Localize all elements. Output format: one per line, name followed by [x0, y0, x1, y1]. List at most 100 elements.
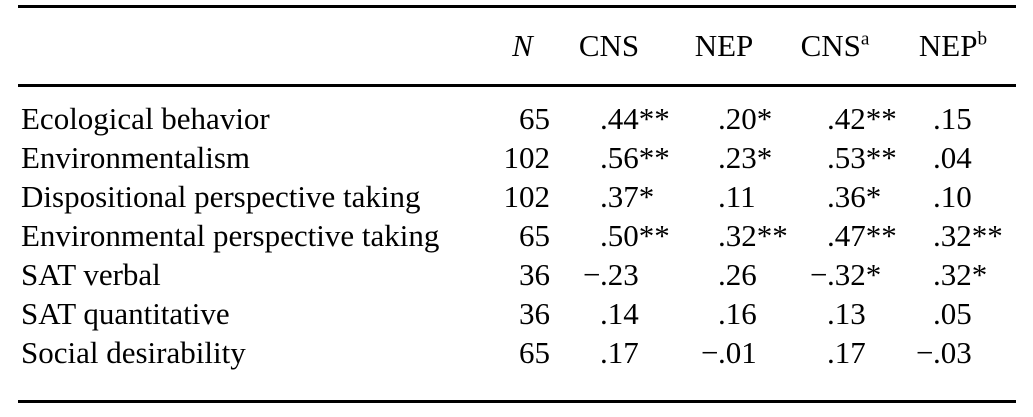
- cell-nep: .26: [668, 255, 780, 294]
- cell-cns: .44**: [550, 86, 670, 139]
- table-row: Social desirability 65.17 −.01.17 −.03: [18, 333, 1016, 402]
- correlation-value: .56: [600, 140, 639, 175]
- cell-cns: .17: [550, 333, 668, 402]
- correlation-value: .17: [827, 335, 866, 370]
- header-nep-label: NEP: [694, 28, 754, 63]
- cell-n: 102: [503, 140, 551, 175]
- correlation-value: .47: [827, 218, 866, 253]
- header-cns-a-label: CNS: [800, 28, 861, 63]
- significance-stars: **: [865, 218, 897, 253]
- significance-stars: *: [756, 140, 773, 175]
- significance-stars: *: [865, 257, 882, 292]
- correlation-value: .23: [718, 140, 757, 175]
- correlation-value: .53: [827, 140, 866, 175]
- cell-nep: .11: [668, 177, 780, 216]
- significance-stars: **: [756, 218, 788, 253]
- significance-stars: **: [971, 218, 1003, 253]
- header-cns: CNS: [550, 6, 668, 87]
- correlation-value: .17: [600, 335, 639, 370]
- cell-nep_b: .15: [890, 86, 1016, 139]
- table-body: Ecological behavior 65.44** .20* .42** .15 En…: [18, 86, 1016, 402]
- cell-n: 65: [519, 335, 550, 370]
- footnote-marker-b: b: [977, 28, 988, 50]
- correlation-value: .15: [933, 101, 972, 136]
- correlation-value: .20: [718, 101, 757, 136]
- cell-nep_b: .05: [890, 294, 1016, 333]
- row-label: Social desirability: [21, 335, 246, 370]
- correlation-value: .10: [933, 179, 972, 214]
- cell-cns_a: .42**: [780, 86, 897, 139]
- significance-stars: *: [971, 257, 988, 292]
- significance-stars: **: [865, 101, 897, 136]
- row-label: SAT verbal: [21, 257, 161, 292]
- table-row: Environmental perspective taking 65.50**.…: [18, 216, 1016, 255]
- correlation-value: .11: [718, 179, 756, 214]
- correlation-table: N CNS NEP CNSa NEPb Ecological behavior 6…: [18, 5, 1016, 403]
- correlation-value: .23: [600, 257, 639, 292]
- row-label: Environmental perspective taking: [21, 218, 440, 253]
- correlation-value: .32: [933, 218, 972, 253]
- correlation-value: .50: [600, 218, 639, 253]
- cell-n: 65: [519, 218, 550, 253]
- header-row: N CNS NEP CNSa NEPb: [18, 6, 1016, 87]
- row-label: Ecological behavior: [21, 101, 270, 136]
- table-row: Dispositional perspective taking 102.37*.…: [18, 177, 1016, 216]
- row-label: SAT quantitative: [21, 296, 230, 331]
- significance-stars: **: [638, 101, 670, 136]
- significance-stars: **: [638, 140, 670, 175]
- header-nep-b-label: NEP: [918, 28, 978, 63]
- cell-cns_a: .47**: [780, 216, 897, 255]
- table-row: SAT quantitative 36 .14 .16 .13 .05: [18, 294, 1016, 333]
- significance-stars: *: [638, 179, 655, 214]
- minus-sign: −: [701, 335, 719, 370]
- table-row: Ecological behavior 65.44** .20* .42** .15: [18, 86, 1016, 139]
- correlation-value: .44: [600, 101, 639, 136]
- table-row: SAT verbal 36 −.23.26 −.32* .32*: [18, 255, 1016, 294]
- correlation-value: .03: [933, 335, 972, 370]
- cell-nep_b: −.03: [890, 333, 1016, 402]
- cell-cns: .56**: [550, 138, 670, 177]
- row-label: Environmentalism: [21, 140, 251, 175]
- significance-stars: **: [638, 218, 670, 253]
- cell-cns: .14: [550, 294, 668, 333]
- correlation-value: .37: [600, 179, 639, 214]
- cell-n: 36: [519, 257, 550, 292]
- header-nep: NEP: [668, 6, 780, 87]
- cell-n: 65: [519, 101, 550, 136]
- correlation-value: .32: [827, 257, 866, 292]
- cell-nep: .16: [668, 294, 780, 333]
- cell-n: 102: [503, 179, 551, 214]
- header-cns-label: CNS: [578, 28, 640, 63]
- cell-cns_a: .13: [780, 294, 890, 333]
- minus-sign: −: [916, 335, 934, 370]
- correlation-value: .01: [718, 335, 757, 370]
- cell-cns: −.23: [550, 255, 668, 294]
- cell-cns: .50**: [550, 216, 670, 255]
- cell-nep_b: .32*: [890, 255, 1016, 294]
- cell-cns: .37*: [550, 177, 668, 216]
- correlation-value: .16: [718, 296, 757, 331]
- footnote-marker-a: a: [860, 28, 870, 50]
- header-cns-a: CNSa: [780, 6, 890, 87]
- cell-cns_a: .17: [780, 333, 890, 402]
- table-row: Environmentalism 102.56** .23* .53** .04: [18, 138, 1016, 177]
- minus-sign: −: [810, 257, 828, 292]
- correlation-value: .14: [600, 296, 639, 331]
- significance-stars: *: [756, 101, 773, 136]
- correlation-value: .05: [933, 296, 972, 331]
- cell-nep: −.01: [668, 333, 780, 402]
- correlation-value: .32: [933, 257, 972, 292]
- header-empty: [18, 6, 495, 87]
- cell-nep_b: .32**: [890, 216, 1016, 255]
- correlation-value: .36: [827, 179, 866, 214]
- cell-cns_a: .36*: [780, 177, 890, 216]
- cell-cns_a: .53**: [780, 138, 897, 177]
- cell-cns_a: −.32*: [780, 255, 890, 294]
- correlation-value: .42: [827, 101, 866, 136]
- header-n: N: [495, 6, 550, 87]
- cell-nep: .32**: [668, 216, 788, 255]
- row-label: Dispositional perspective taking: [21, 179, 421, 214]
- cell-nep_b: .04: [890, 138, 1016, 177]
- correlation-value: .26: [718, 257, 757, 292]
